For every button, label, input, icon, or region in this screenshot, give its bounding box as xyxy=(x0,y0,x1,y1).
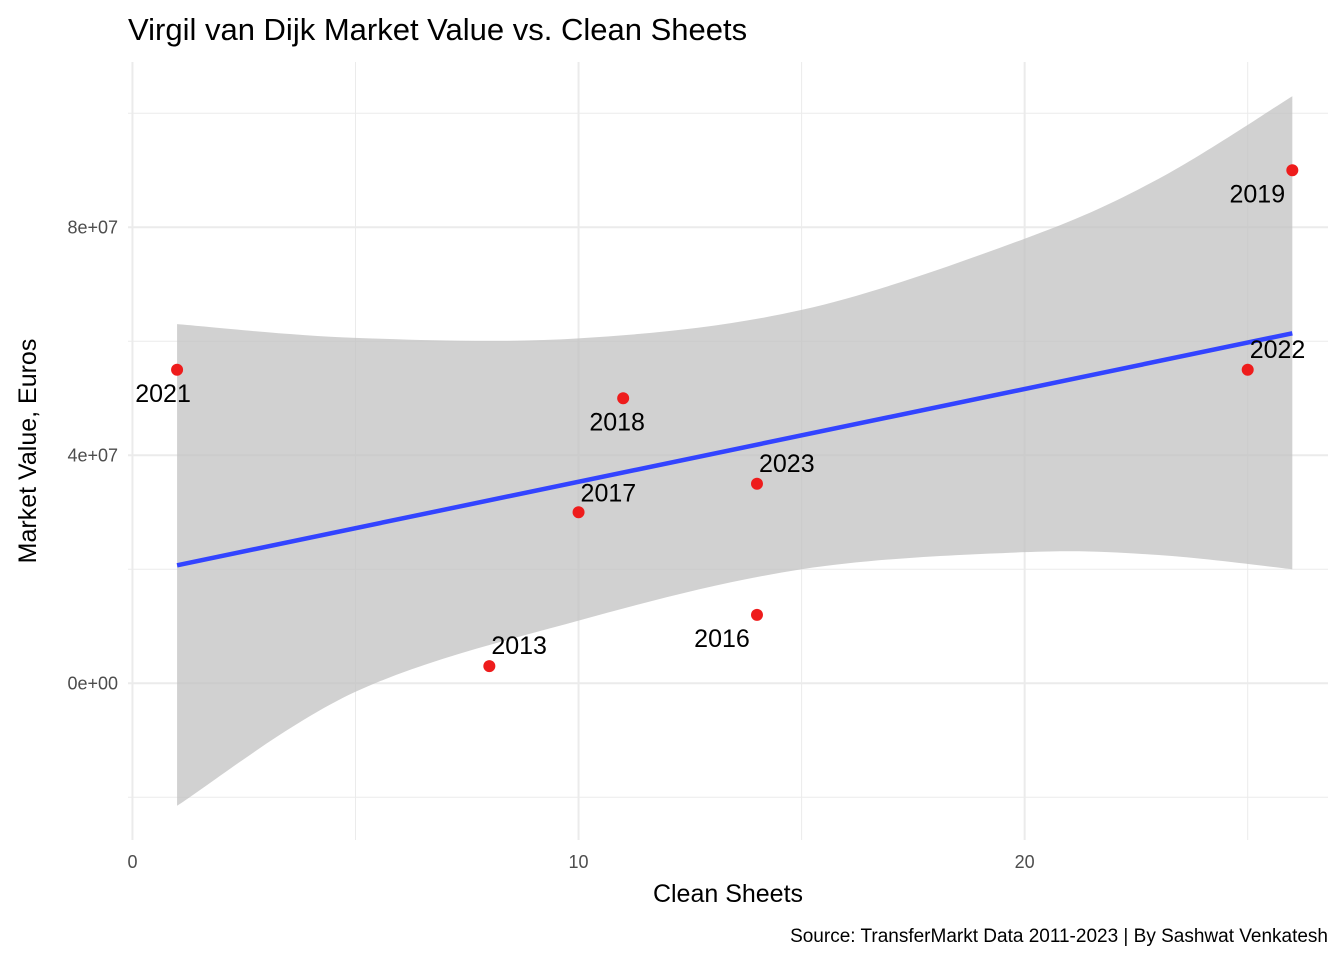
x-axis-title: Clean Sheets xyxy=(653,880,803,908)
data-point-2013 xyxy=(483,660,496,673)
point-label-2022: 2022 xyxy=(1250,336,1306,364)
data-point-2016 xyxy=(750,608,763,621)
x-tick-label: 10 xyxy=(569,852,589,872)
point-label-2023: 2023 xyxy=(759,450,815,478)
data-point-2017 xyxy=(572,506,585,519)
y-axis-title: Market Value, Euros xyxy=(14,339,42,564)
point-labels: 2021 2013 2017 2018 2016 2023 2022 2019 xyxy=(135,180,1305,660)
point-label-2019: 2019 xyxy=(1229,180,1285,208)
data-point-2023 xyxy=(750,477,763,490)
y-tick-label: 0e+00 xyxy=(67,673,118,693)
chart-title: Virgil van Dijk Market Value vs. Clean S… xyxy=(128,12,747,47)
data-point-2022 xyxy=(1241,363,1254,376)
data-point-2018 xyxy=(617,392,630,405)
y-tick-label: 4e+07 xyxy=(67,445,118,465)
point-label-2013: 2013 xyxy=(491,632,547,660)
y-tick-labels: 0e+00 4e+07 8e+07 xyxy=(67,217,118,693)
trend-line xyxy=(176,331,1293,568)
caption: Source: TransferMarkt Data 2011-2023 | B… xyxy=(790,926,1328,947)
point-label-2021: 2021 xyxy=(135,380,191,408)
y-tick-label: 8e+07 xyxy=(67,217,118,237)
data-point-2021 xyxy=(171,363,184,376)
x-tick-label: 0 xyxy=(127,852,137,872)
points xyxy=(171,164,1299,673)
point-label-2018: 2018 xyxy=(589,408,645,436)
data-point-2019 xyxy=(1286,164,1299,177)
point-label-2017: 2017 xyxy=(581,479,637,507)
point-label-2016: 2016 xyxy=(694,625,750,653)
x-tick-labels: 0 10 20 xyxy=(127,852,1034,872)
x-tick-label: 20 xyxy=(1015,852,1035,872)
